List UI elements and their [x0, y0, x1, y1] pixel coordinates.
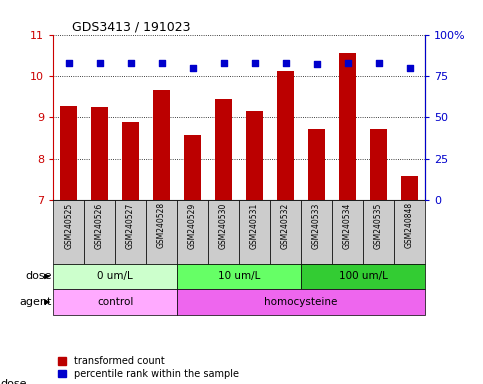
Bar [301, 200, 332, 263]
Bar [184, 135, 201, 200]
Text: GDS3413 / 191023: GDS3413 / 191023 [72, 20, 190, 33]
Bar [270, 200, 301, 263]
Point [127, 60, 134, 66]
Bar [122, 122, 139, 200]
Point [65, 60, 72, 66]
Bar [363, 200, 394, 263]
Bar [370, 129, 387, 200]
Bar [277, 71, 294, 200]
Text: GSM240529: GSM240529 [188, 202, 197, 248]
Text: GSM240528: GSM240528 [157, 202, 166, 248]
Bar [301, 263, 425, 289]
Text: GSM240533: GSM240533 [312, 202, 321, 249]
Text: 100 um/L: 100 um/L [339, 271, 387, 281]
Bar [177, 200, 208, 263]
Point [251, 60, 258, 66]
Bar [401, 176, 418, 200]
Bar [308, 129, 325, 200]
Bar [53, 263, 177, 289]
Point [313, 61, 320, 68]
Text: GSM240525: GSM240525 [64, 202, 73, 248]
Text: GSM240535: GSM240535 [374, 202, 383, 249]
Bar [246, 111, 263, 200]
Bar [332, 200, 363, 263]
Legend: transformed count, percentile rank within the sample: transformed count, percentile rank withi… [58, 356, 239, 379]
Point [344, 60, 352, 66]
Text: dose: dose [0, 379, 27, 384]
Text: GSM240531: GSM240531 [250, 202, 259, 248]
Bar [339, 53, 356, 200]
Bar [84, 200, 115, 263]
Point [220, 60, 227, 66]
Bar [53, 200, 84, 263]
Text: 0 um/L: 0 um/L [97, 271, 133, 281]
Bar [53, 289, 177, 315]
Bar [91, 107, 108, 200]
Bar [115, 200, 146, 263]
Text: GSM240530: GSM240530 [219, 202, 228, 249]
Text: GSM240532: GSM240532 [281, 202, 290, 248]
Bar [60, 106, 77, 200]
Point [282, 60, 289, 66]
Point [96, 60, 103, 66]
Bar [208, 200, 239, 263]
Bar [215, 99, 232, 200]
Text: control: control [97, 297, 133, 307]
Bar [146, 200, 177, 263]
Text: GSM240534: GSM240534 [343, 202, 352, 249]
Point [158, 60, 166, 66]
Text: GSM240848: GSM240848 [405, 202, 414, 248]
Point [375, 60, 383, 66]
Text: homocysteine: homocysteine [264, 297, 338, 307]
Text: agent: agent [19, 297, 52, 307]
Text: GSM240526: GSM240526 [95, 202, 104, 248]
Point [406, 65, 413, 71]
Point [189, 65, 197, 71]
Bar [177, 263, 301, 289]
Bar [177, 289, 425, 315]
Bar [153, 90, 170, 200]
Text: GSM240527: GSM240527 [126, 202, 135, 248]
Bar [394, 200, 425, 263]
Bar [239, 200, 270, 263]
Text: dose: dose [25, 271, 52, 281]
Text: 10 um/L: 10 um/L [218, 271, 260, 281]
